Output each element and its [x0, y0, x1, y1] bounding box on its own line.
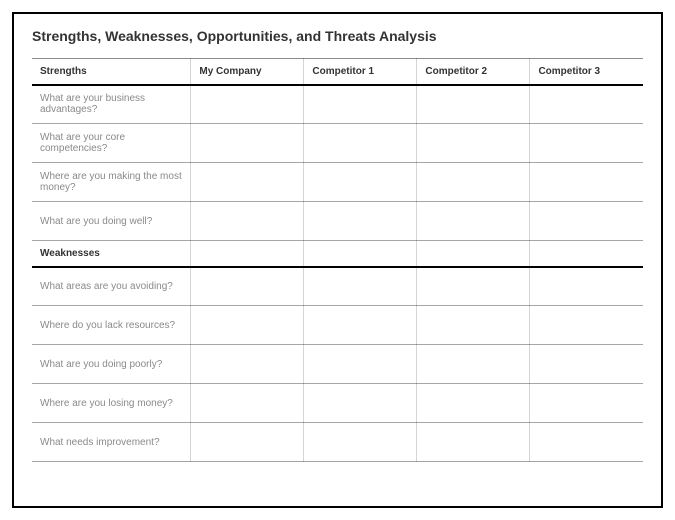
col-header-4: Competitor 3	[530, 59, 643, 85]
empty-cell	[191, 306, 304, 345]
empty-cell	[417, 124, 530, 163]
col-header-1: My Company	[191, 59, 304, 85]
empty-cell	[304, 306, 417, 345]
question-cell: What are your business advantages?	[32, 85, 191, 124]
empty-cell	[191, 202, 304, 241]
empty-cell	[417, 423, 530, 462]
empty-cell	[530, 345, 643, 384]
empty-cell	[304, 163, 417, 202]
table-row: Where do you lack resources?	[32, 306, 643, 345]
page-title: Strengths, Weaknesses, Opportunities, an…	[32, 28, 643, 58]
table-row: What are your core competencies?	[32, 124, 643, 163]
question-cell: Where are you making the most money?	[32, 163, 191, 202]
question-cell: What are your core competencies?	[32, 124, 191, 163]
section-label: Weaknesses	[32, 241, 191, 267]
empty-cell	[530, 241, 643, 267]
empty-cell	[304, 345, 417, 384]
empty-cell	[417, 345, 530, 384]
empty-cell	[191, 241, 304, 267]
empty-cell	[304, 202, 417, 241]
empty-cell	[417, 306, 530, 345]
empty-cell	[191, 267, 304, 306]
empty-cell	[304, 267, 417, 306]
table-row: What are you doing well?	[32, 202, 643, 241]
empty-cell	[191, 85, 304, 124]
empty-cell	[417, 241, 530, 267]
empty-cell	[530, 202, 643, 241]
table-row: Where are you making the most money?	[32, 163, 643, 202]
empty-cell	[530, 267, 643, 306]
table-row: What needs improvement?	[32, 423, 643, 462]
empty-cell	[417, 384, 530, 423]
empty-cell	[530, 85, 643, 124]
section-row: Weaknesses	[32, 241, 643, 267]
empty-cell	[530, 423, 643, 462]
empty-cell	[417, 163, 530, 202]
question-cell: Where are you losing money?	[32, 384, 191, 423]
table-row: What are your business advantages?	[32, 85, 643, 124]
empty-cell	[191, 163, 304, 202]
col-header-2: Competitor 1	[304, 59, 417, 85]
empty-cell	[530, 163, 643, 202]
empty-cell	[530, 306, 643, 345]
table-row: What areas are you avoiding?	[32, 267, 643, 306]
question-cell: Where do you lack resources?	[32, 306, 191, 345]
empty-cell	[191, 124, 304, 163]
empty-cell	[191, 345, 304, 384]
table-row: Where are you losing money?	[32, 384, 643, 423]
empty-cell	[417, 267, 530, 306]
question-cell: What needs improvement?	[32, 423, 191, 462]
table-header-row: Strengths My Company Competitor 1 Compet…	[32, 59, 643, 85]
empty-cell	[304, 241, 417, 267]
empty-cell	[530, 384, 643, 423]
question-cell: What are you doing poorly?	[32, 345, 191, 384]
document-frame: Strengths, Weaknesses, Opportunities, an…	[12, 12, 663, 508]
empty-cell	[304, 85, 417, 124]
col-header-0: Strengths	[32, 59, 191, 85]
empty-cell	[191, 423, 304, 462]
empty-cell	[191, 384, 304, 423]
empty-cell	[304, 384, 417, 423]
empty-cell	[304, 124, 417, 163]
table-body: What are your business advantages?What a…	[32, 85, 643, 462]
question-cell: What areas are you avoiding?	[32, 267, 191, 306]
empty-cell	[304, 423, 417, 462]
swot-table: Strengths My Company Competitor 1 Compet…	[32, 58, 643, 462]
table-row: What are you doing poorly?	[32, 345, 643, 384]
col-header-3: Competitor 2	[417, 59, 530, 85]
question-cell: What are you doing well?	[32, 202, 191, 241]
empty-cell	[530, 124, 643, 163]
empty-cell	[417, 85, 530, 124]
empty-cell	[417, 202, 530, 241]
